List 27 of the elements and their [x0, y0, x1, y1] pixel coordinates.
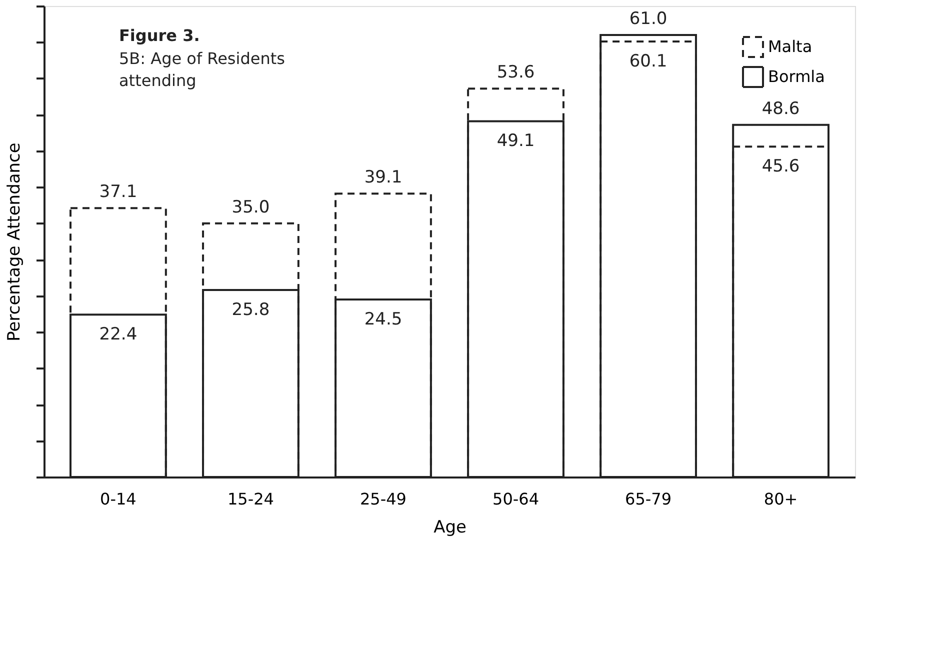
bar — [202, 222, 300, 478]
chart-title: Figure 3. — [119, 26, 200, 45]
data-label: 61.0 — [629, 8, 668, 29]
data-label: 48.6 — [762, 98, 800, 119]
y-axis-title: Percentage Attendance — [4, 142, 24, 342]
data-label: 49.1 — [496, 131, 535, 152]
data-label: 45.6 — [762, 156, 800, 177]
data-label: 53.6 — [496, 62, 535, 83]
data-label: 22.4 — [99, 324, 138, 345]
x-tick-label: 80+ — [764, 490, 798, 508]
text: 5B: Age of Residents attending — [119, 49, 285, 90]
x-tick-label: 0-14 — [100, 490, 136, 508]
x-tick-label: 65-79 — [625, 490, 672, 508]
x-tick-label: 50-64 — [492, 490, 540, 508]
data-label: 37.1 — [99, 182, 138, 202]
bar — [334, 192, 432, 478]
x-tick-label: 25-49 — [360, 490, 406, 508]
data-label: 39.1 — [364, 168, 402, 188]
bar — [70, 207, 167, 478]
data-label: 25.8 — [232, 300, 270, 320]
data-label: 24.5 — [364, 309, 402, 330]
x-axis-title: Age — [434, 518, 466, 538]
legend-label: Bormla — [768, 67, 825, 86]
data-label: 35.0 — [232, 197, 270, 218]
x-tick-label: 15-24 — [227, 490, 274, 508]
legend-label: Malta — [768, 37, 812, 56]
data-label: 60.1 — [629, 52, 668, 72]
